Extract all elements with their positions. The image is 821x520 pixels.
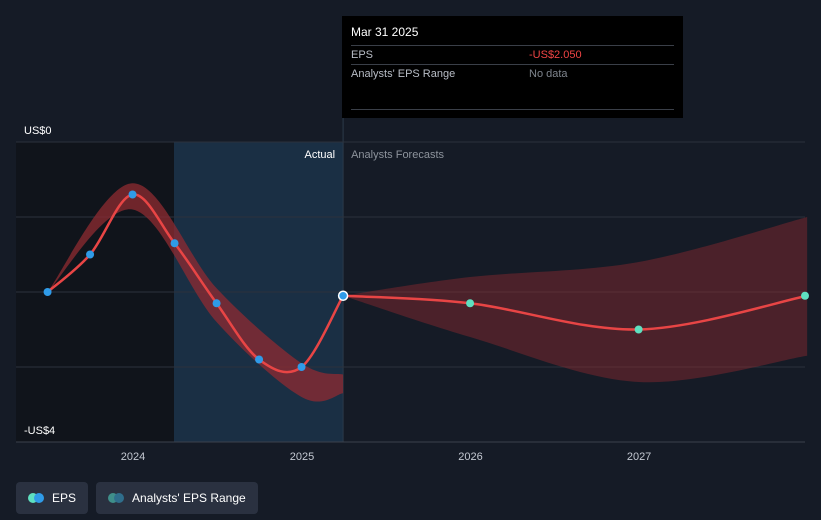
actual-label: Actual	[305, 149, 336, 161]
forecast-range-band	[343, 217, 808, 383]
eps-actual-point	[337, 290, 349, 301]
eps-actual-point	[297, 363, 306, 371]
tooltip-divider	[351, 109, 674, 110]
x-tick-label: 2027	[627, 451, 651, 463]
y-tick-label: -US$4	[24, 425, 55, 437]
tooltip-range-value: No data	[529, 68, 568, 80]
x-tick-label: 2024	[121, 451, 145, 463]
tooltip: Mar 31 2025 EPS -US$2.050 Analysts' EPS …	[342, 16, 683, 118]
eps-chart: 2024 2025 2026 2027 US$0 -US$4 Actual Analysts …	[16, 118, 809, 463]
eps-forecast-point	[634, 325, 643, 334]
eps-forecast-line	[343, 294, 808, 331]
tooltip-eps-label: EPS	[351, 49, 374, 61]
tooltip-date: Mar 31 2025	[351, 25, 419, 39]
eps-legend-icon	[28, 493, 44, 503]
x-tick-label: 2026	[458, 451, 482, 463]
range-legend-icon	[108, 493, 125, 503]
x-tick-label: 2025	[290, 451, 314, 463]
tooltip-range-label: Analysts' EPS Range	[351, 68, 456, 80]
actual-range-band	[47, 183, 344, 402]
eps-forecast-point	[801, 291, 809, 300]
eps-actual-point	[170, 239, 179, 248]
legend-item-eps[interactable]: EPS	[16, 482, 89, 514]
legend-eps-label: EPS	[52, 491, 77, 505]
eps-actual-point	[255, 355, 264, 364]
tooltip-row-eps: EPS -US$2.050	[351, 45, 674, 64]
tooltip-row-range: Analysts' EPS Range No data	[351, 64, 674, 83]
eps-actual-point	[212, 299, 221, 308]
forecast-label: Analysts Forecasts	[351, 149, 444, 161]
legend: EPS Analysts' EPS Range	[16, 482, 258, 514]
y-tick-label: US$0	[24, 125, 52, 137]
tooltip-eps-value: -US$2.050	[529, 49, 582, 61]
legend-range-label: Analysts' EPS Range	[132, 491, 246, 505]
eps-actual-point	[128, 190, 137, 199]
eps-actual-point	[43, 288, 52, 296]
eps-actual-point	[86, 250, 95, 259]
legend-item-range[interactable]: Analysts' EPS Range	[96, 482, 258, 514]
eps-forecast-point	[466, 299, 475, 308]
